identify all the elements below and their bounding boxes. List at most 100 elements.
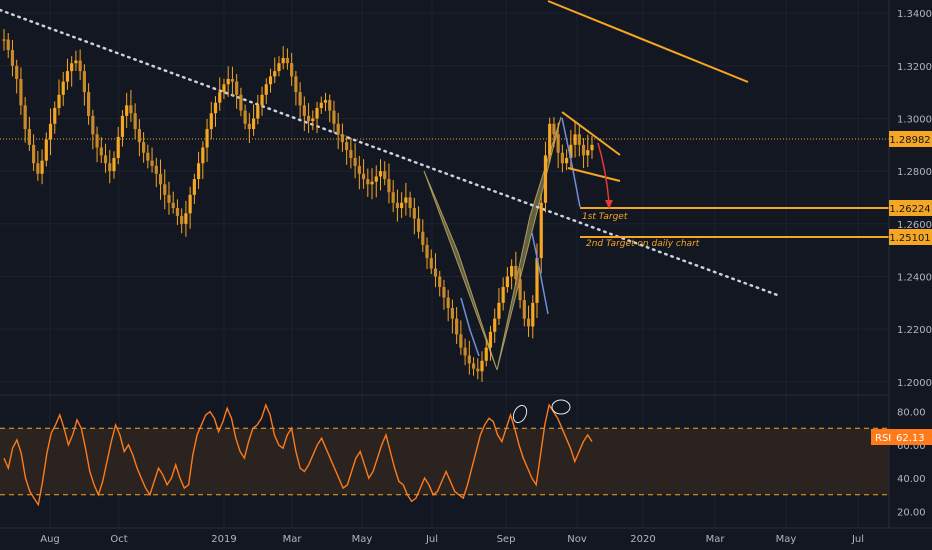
candle-body xyxy=(438,276,442,288)
candle-body xyxy=(27,129,31,145)
candle-body xyxy=(412,208,416,219)
time-tick-label: Mar xyxy=(706,534,726,545)
price-tag-target-1: 1.26224 xyxy=(889,200,932,216)
candle-body xyxy=(82,71,86,93)
candle-body xyxy=(294,76,298,93)
candle-body xyxy=(192,179,196,195)
candle-body xyxy=(150,160,154,166)
candle-body xyxy=(357,165,361,174)
candle-body xyxy=(125,105,129,116)
candle-body xyxy=(112,158,116,172)
candle-body xyxy=(48,123,53,140)
candle-body xyxy=(560,152,564,164)
annotation-target-2: 2nd Target on daily chart xyxy=(586,239,700,249)
rsi-tick-label: 20.00 xyxy=(897,507,926,518)
candle-body xyxy=(387,179,391,193)
candle-body xyxy=(285,57,290,64)
candle-body xyxy=(315,107,319,119)
annotation-target-1: 1st Target xyxy=(582,212,628,222)
time-tick-label: May xyxy=(352,534,373,545)
candle-body xyxy=(196,163,201,180)
candle-body xyxy=(222,84,226,93)
candle-body xyxy=(226,79,230,85)
candle-body xyxy=(366,179,370,185)
time-tick-label: Mar xyxy=(283,534,303,545)
candle-body xyxy=(501,287,505,303)
candle-body xyxy=(163,184,167,195)
time-tick-label: Jul xyxy=(425,534,438,545)
candle-body xyxy=(260,94,264,106)
candle-body xyxy=(319,102,323,108)
time-tick-label: Jul xyxy=(851,534,864,545)
candle-body xyxy=(471,363,476,369)
candle-body xyxy=(281,57,285,64)
time-axis-ticks[interactable]: Aug Oct 2019 Mar May Jul Sep Nov 2020 Mar May Jul xyxy=(40,534,864,545)
time-tick-label: 2019 xyxy=(211,534,236,545)
price-tick-label: 1.26000 xyxy=(897,220,932,231)
time-tick-label: May xyxy=(776,534,797,545)
candle-body xyxy=(154,165,158,174)
rsi-tag-label: RSI xyxy=(875,433,891,444)
candle-body xyxy=(175,208,180,216)
candle-body xyxy=(15,65,19,79)
candle-body xyxy=(340,134,345,143)
time-tick-label: Sep xyxy=(497,534,516,545)
candle-body xyxy=(497,302,501,319)
candle-body xyxy=(450,308,455,319)
candle-body xyxy=(188,194,192,214)
candle-body xyxy=(476,368,480,372)
candle-body xyxy=(116,136,120,158)
price-tick-label: 1.30000 xyxy=(897,115,932,126)
candle-body xyxy=(429,258,433,269)
candle-body xyxy=(70,63,74,72)
candle-body xyxy=(201,147,205,164)
candle-body xyxy=(99,147,103,156)
candle-body xyxy=(302,105,306,116)
candle-body xyxy=(514,265,518,280)
rsi-tick-label: 60.00 xyxy=(897,441,926,452)
candle-body xyxy=(2,39,6,41)
candle-body xyxy=(44,139,48,161)
candle-body xyxy=(277,63,281,72)
candle-body xyxy=(488,331,493,348)
candle-body xyxy=(184,213,188,224)
candle-body xyxy=(522,300,526,319)
rsi-tag-value: 62.13 xyxy=(896,433,925,444)
rsi-peak-circle-2 xyxy=(551,399,571,415)
candle-body xyxy=(383,171,387,180)
rsi-band-fill xyxy=(0,428,889,495)
candle-body xyxy=(586,150,590,156)
candle-body xyxy=(264,84,268,95)
candle-body xyxy=(573,134,577,145)
candle-body xyxy=(556,134,560,153)
candle-body xyxy=(213,102,218,114)
candle-body xyxy=(209,113,213,130)
candle-body xyxy=(552,123,556,135)
candle-body xyxy=(103,155,108,164)
candle-body xyxy=(53,107,57,124)
candle-body xyxy=(74,60,78,64)
candle-body xyxy=(78,60,82,72)
rsi-axis-ticks: 80.00 60.00 40.00 20.00 xyxy=(897,408,926,519)
candle-body xyxy=(19,79,23,106)
candle-body xyxy=(565,158,569,164)
time-tick-label: 2020 xyxy=(630,534,655,545)
candle-body xyxy=(57,94,61,108)
candle-body xyxy=(526,318,531,327)
candle-body xyxy=(91,115,95,135)
candle-body xyxy=(120,115,125,137)
wedge-lower-line xyxy=(567,167,621,182)
price-tag-current: 1.28982 xyxy=(889,131,932,147)
rsi-tick-label: 80.00 xyxy=(897,408,926,419)
candle-body xyxy=(370,181,374,185)
candle-body xyxy=(400,202,404,209)
candle-body xyxy=(463,347,467,356)
candle-body xyxy=(581,144,586,156)
candle-body xyxy=(416,218,421,232)
candle-body xyxy=(298,92,302,106)
rsi-peak-circle-1 xyxy=(512,404,528,424)
svg-text:1.25101: 1.25101 xyxy=(889,233,930,244)
candle-body xyxy=(251,118,256,130)
